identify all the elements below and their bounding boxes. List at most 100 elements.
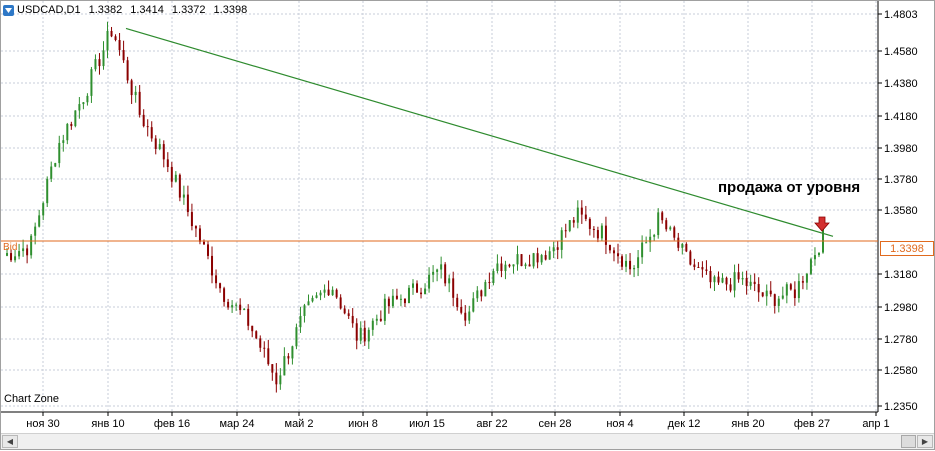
candle-body (633, 267, 636, 270)
candle-body (424, 288, 427, 295)
candle-body (753, 281, 756, 285)
candle-body (287, 356, 290, 359)
candle-body (263, 347, 266, 349)
candle-body (363, 327, 366, 342)
candle-body (685, 243, 688, 252)
candle-body (657, 212, 660, 236)
candle-body (785, 284, 788, 296)
right-arrow-icon: ▶ (921, 437, 929, 446)
candle-body (58, 142, 61, 164)
candle-body (182, 194, 185, 198)
candle-body (765, 290, 768, 297)
left-arrow-icon: ◀ (6, 437, 14, 446)
candle-body (673, 227, 676, 238)
y-tick-label: 1.2580 (884, 365, 918, 377)
candle-body (114, 36, 117, 41)
candle-body (572, 220, 575, 223)
y-tick-label: 1.2780 (884, 334, 918, 346)
candle-body (476, 290, 479, 299)
candle-body (508, 264, 511, 267)
candle-body (339, 297, 342, 309)
candle-body (90, 69, 93, 96)
x-tick-label: сен 28 (539, 418, 572, 430)
x-tick-label: апр 1 (862, 418, 889, 430)
candle-body (46, 178, 49, 204)
candle-body (468, 311, 471, 321)
candle-body (174, 174, 177, 182)
candle-body (500, 263, 503, 272)
candle-body (86, 95, 89, 103)
candle-body (420, 292, 423, 295)
candle-body (705, 269, 708, 272)
x-tick-label: авг 22 (476, 418, 507, 430)
candle-body (709, 271, 712, 283)
candle-body (649, 236, 652, 243)
sell-arrow-icon (814, 216, 830, 232)
candle-body (375, 318, 378, 321)
candle-body (480, 290, 483, 297)
candle-body (134, 91, 137, 96)
candle-body (757, 284, 760, 293)
candle-body (588, 218, 591, 229)
candle-body (520, 254, 523, 267)
candle-body (560, 230, 563, 250)
scroll-right-button[interactable]: ▶ (917, 435, 933, 448)
y-tick-label: 1.4180 (884, 111, 918, 123)
candle-body (552, 247, 555, 252)
candle-body (98, 59, 101, 67)
candle-body (536, 253, 539, 263)
horizontal-scrollbar[interactable]: ◀ ▶ (1, 433, 934, 449)
candle-body (383, 298, 386, 321)
y-tick-label: 1.3180 (884, 269, 918, 281)
candle-body (38, 215, 41, 227)
candle-body (166, 159, 169, 167)
candle-body (745, 278, 748, 286)
candle-body (576, 207, 579, 223)
candle-body (158, 144, 161, 149)
candle-body (110, 30, 113, 37)
candle-body (661, 212, 664, 221)
candle-body (211, 255, 214, 276)
candle-body (504, 264, 507, 272)
candle-body (665, 220, 668, 230)
candle-body (146, 126, 149, 128)
candle-body (235, 304, 238, 306)
candle-body (106, 30, 109, 51)
candle-body (62, 140, 65, 143)
candle-body (637, 257, 640, 268)
candle-body (617, 253, 619, 257)
candle-body (416, 283, 419, 293)
candle-body (801, 281, 804, 283)
candle-body (66, 123, 69, 141)
scroll-left-button[interactable]: ◀ (2, 435, 18, 448)
candle-body (548, 251, 551, 260)
x-tick-label: ноя 30 (26, 418, 59, 430)
candle-body (524, 264, 527, 267)
candle-body (733, 272, 736, 291)
candle-body (403, 298, 406, 304)
candle-body (540, 255, 543, 263)
candle-body (612, 250, 615, 254)
candle-body (669, 227, 672, 230)
candle-body (231, 305, 234, 308)
candle-body (251, 325, 254, 332)
candle-body (70, 123, 73, 127)
x-tick-label: янв 10 (91, 418, 124, 430)
candle-body (653, 235, 656, 237)
close-price: 1.3398 (213, 4, 248, 16)
dropdown-arrow-icon[interactable] (3, 4, 14, 16)
candle-body (773, 294, 776, 306)
candle-body (564, 230, 567, 232)
x-tick-label: янв 20 (731, 418, 764, 430)
candle-body (379, 318, 382, 321)
candle-body (761, 292, 764, 297)
candle-body (407, 287, 410, 304)
watermark-label: Chart Zone (4, 393, 60, 405)
candle-body (621, 256, 624, 267)
candle-body (371, 320, 374, 330)
y-tick-label: 1.3580 (884, 205, 918, 217)
candle-body (741, 278, 744, 280)
scroll-thumb[interactable] (901, 435, 916, 448)
candle-body (677, 237, 680, 248)
